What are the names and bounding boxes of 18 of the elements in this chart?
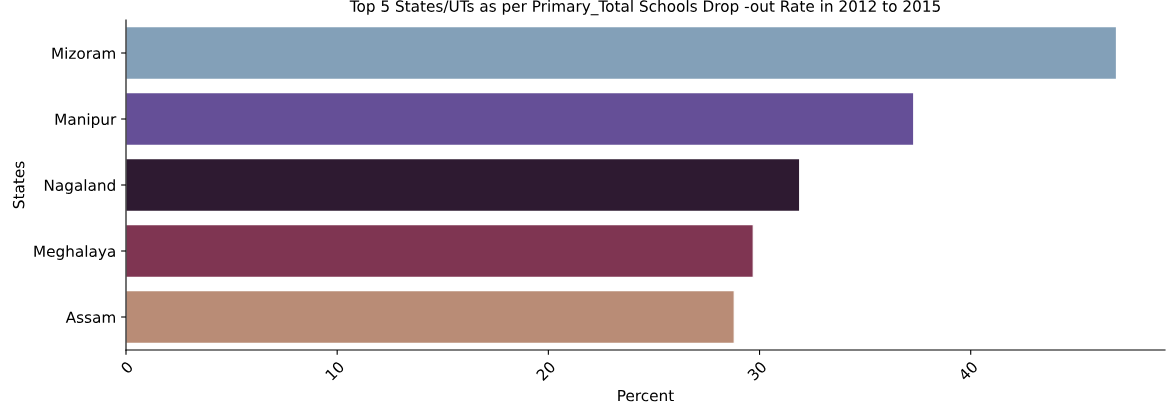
y-axis-title: States	[12, 161, 25, 209]
y-tick-label: Meghalaya	[34, 245, 115, 260]
bar	[126, 290, 735, 344]
x-tick-label: 10	[324, 360, 345, 381]
y-tick-label: Manipur	[55, 113, 117, 128]
x-tick-label: 30	[746, 360, 768, 382]
y-tick-label: Mizoram	[52, 47, 115, 60]
bar	[126, 92, 915, 146]
x-axis-title: Percent	[618, 389, 674, 402]
bar	[126, 158, 801, 212]
chart-title: Top 5 States/UTs as per Primary_Total Schools Drop -out Rate in 2012 to 2015	[349, 0, 940, 16]
y-tick-label: Assam	[65, 311, 115, 324]
x-tick-label: 40	[957, 360, 979, 382]
x-tick-label: 20	[535, 360, 556, 382]
x-tick-label: 0	[120, 360, 134, 375]
bar	[126, 26, 1117, 80]
y-tick-label: Nagaland	[44, 179, 115, 194]
bar	[126, 224, 754, 278]
